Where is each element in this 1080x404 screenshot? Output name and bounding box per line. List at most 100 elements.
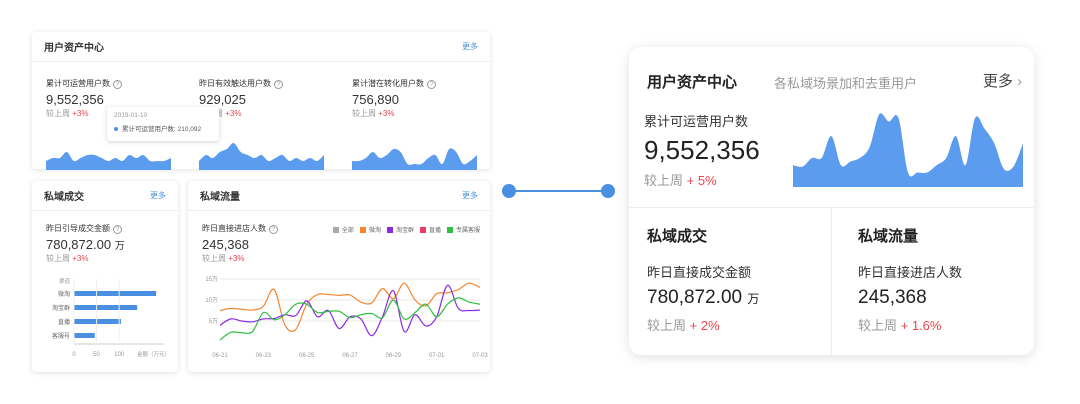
metric-value: 929,025 [199, 92, 246, 107]
sparkline-area [793, 113, 1023, 187]
metric-label: 昨日直接进店人数 [858, 265, 963, 280]
bar [74, 291, 157, 296]
change-value: +3% [225, 109, 242, 118]
user-assets-card: 用户资产中心 更多 累计可运营用户数? 9,552,356 较上周 +3% 昨日有效… [32, 32, 490, 170]
tooltip-date: 2019-01-10 [114, 112, 148, 119]
x-tick-label: 06-27 [342, 353, 358, 359]
legend-item[interactable]: 微淘 [359, 225, 381, 234]
change-value: +3% [378, 109, 395, 118]
more-link[interactable]: 更多 [462, 42, 478, 51]
category-label: 淘宝群 [52, 304, 70, 312]
legend-label: 专属客服 [455, 228, 480, 234]
legend-label: 直播 [428, 228, 441, 234]
change-value: +3% [228, 254, 245, 263]
chevron-right-icon: › [1017, 73, 1022, 90]
x-axis-label: 金额（万元） [137, 350, 170, 358]
section-title: 私域流量 [858, 228, 919, 245]
legend-item[interactable]: 淘宝群 [386, 225, 414, 234]
area-sparkline [793, 113, 1023, 187]
legend-item[interactable]: 专属客服 [446, 225, 480, 234]
compare-label: 较上周 [46, 254, 70, 263]
legend-item[interactable]: 直播 [419, 225, 441, 234]
connector-line [509, 190, 609, 192]
metric-label: 昨日引导成交金额 [46, 224, 110, 233]
compare-label: 较上周 [647, 318, 687, 333]
unit: 万 [747, 292, 760, 306]
legend-swatch [332, 227, 339, 233]
more-link[interactable]: 更多 [150, 191, 166, 200]
x-tick-label: 06-21 [212, 353, 228, 359]
x-tick-label: 07-03 [472, 353, 488, 359]
metric-value: 780,872.00 [647, 287, 743, 308]
compare-label: 较上周 [46, 109, 70, 118]
help-icon[interactable]: ? [113, 225, 122, 234]
change-value: + 2% [689, 318, 720, 333]
metric-value: 780,872.00 [46, 237, 112, 252]
tooltip: 2019-01-10 累计可运营用户数: 210,092 [107, 107, 219, 141]
divider [831, 208, 832, 355]
metric-value: 9,552,356 [46, 92, 104, 107]
legend-label: 全部 [341, 228, 354, 234]
metric-label: 累计可运营用户数 [46, 79, 110, 88]
y-tick-label: 15万 [205, 276, 218, 283]
category-label: 微淘 [58, 290, 70, 298]
compare-label: 较上周 [202, 254, 226, 263]
compare-label: 较上周 [858, 318, 898, 333]
help-icon[interactable]: ? [427, 80, 436, 89]
bar [74, 305, 138, 310]
category-label: 直播 [58, 318, 70, 326]
area-sparkline [199, 142, 324, 170]
compare-label: 较上周 [352, 109, 376, 118]
legend: 全部 微淘 淘宝群 直播 专属客服 [332, 225, 480, 234]
sparkline-area [46, 151, 171, 170]
metric-label: 昨日直接进店人数 [202, 224, 266, 233]
more-link[interactable]: 更多 [462, 191, 478, 200]
change-value: + 1.6% [900, 318, 942, 333]
metric-value: 9,552,356 [644, 135, 760, 165]
tooltip-label: 累计可运营用户数: [122, 126, 176, 133]
metric-label: 昨日有效触达用户数 [199, 79, 271, 88]
legend-swatch [386, 227, 393, 233]
y-tick-label: 10万 [205, 297, 218, 304]
y-tick-label: 5万 [209, 318, 218, 325]
help-icon[interactable]: ? [113, 80, 122, 89]
metric-label: 昨日直接成交金额 [647, 265, 752, 280]
card-subtitle: 各私域场景加和去重用户 [774, 76, 918, 91]
change-value: +3% [72, 254, 89, 263]
x-tick-label: 100 [114, 352, 125, 358]
series-line [219, 282, 481, 332]
series-line [219, 297, 481, 341]
legend-label: 微淘 [368, 228, 381, 234]
card-title: 用户资产中心 [44, 43, 104, 54]
x-tick-label: 06-25 [299, 353, 315, 359]
metric-label: 累计可运营用户数 [644, 114, 749, 129]
sparkline-area [199, 142, 324, 170]
section-title: 私域成交 [647, 228, 708, 245]
y-axis-label: 渠道 [59, 277, 71, 285]
change-value: +3% [72, 109, 89, 118]
compare-label: 较上周 [644, 173, 684, 188]
private-deal-card: 私域成交 更多 昨日引导成交金额? 780,872.00 万 较上周 +3% 渠道… [32, 181, 178, 372]
help-icon[interactable]: ? [269, 225, 278, 234]
change-value: + 5% [686, 173, 717, 188]
tooltip-value: 210,092 [177, 126, 202, 133]
divider [629, 207, 1034, 208]
bar [74, 319, 121, 324]
category-label: 客服号 [52, 332, 70, 340]
connector-dot-start [502, 184, 516, 198]
private-traffic-card: 私域流量 更多 昨日直接进店人数? 245,368 较上周 +3% 全部 微淘 淘宝群… [188, 181, 490, 372]
metric-item: 累计可运营用户数? 9,552,356 较上周 +3% [46, 78, 171, 170]
help-icon[interactable]: ? [274, 80, 283, 89]
x-tick-label: 06-29 [386, 353, 402, 359]
more-link[interactable]: 更多 › [983, 70, 1022, 91]
line-chart: 5万 10万 15万 06-21 06-23 06-25 06-27 06-29 07-01 07… [205, 276, 488, 359]
metric-value: 245,368 [202, 237, 249, 252]
metric-value: 756,890 [352, 92, 399, 107]
dot-icon [114, 127, 118, 131]
metric-label: 累计潜在转化用户数 [352, 79, 424, 88]
x-tick-label: 06-23 [256, 353, 272, 359]
card-title: 私域成交 [44, 192, 84, 203]
legend-item[interactable]: 全部 [332, 225, 354, 234]
area-sparkline [46, 151, 171, 170]
